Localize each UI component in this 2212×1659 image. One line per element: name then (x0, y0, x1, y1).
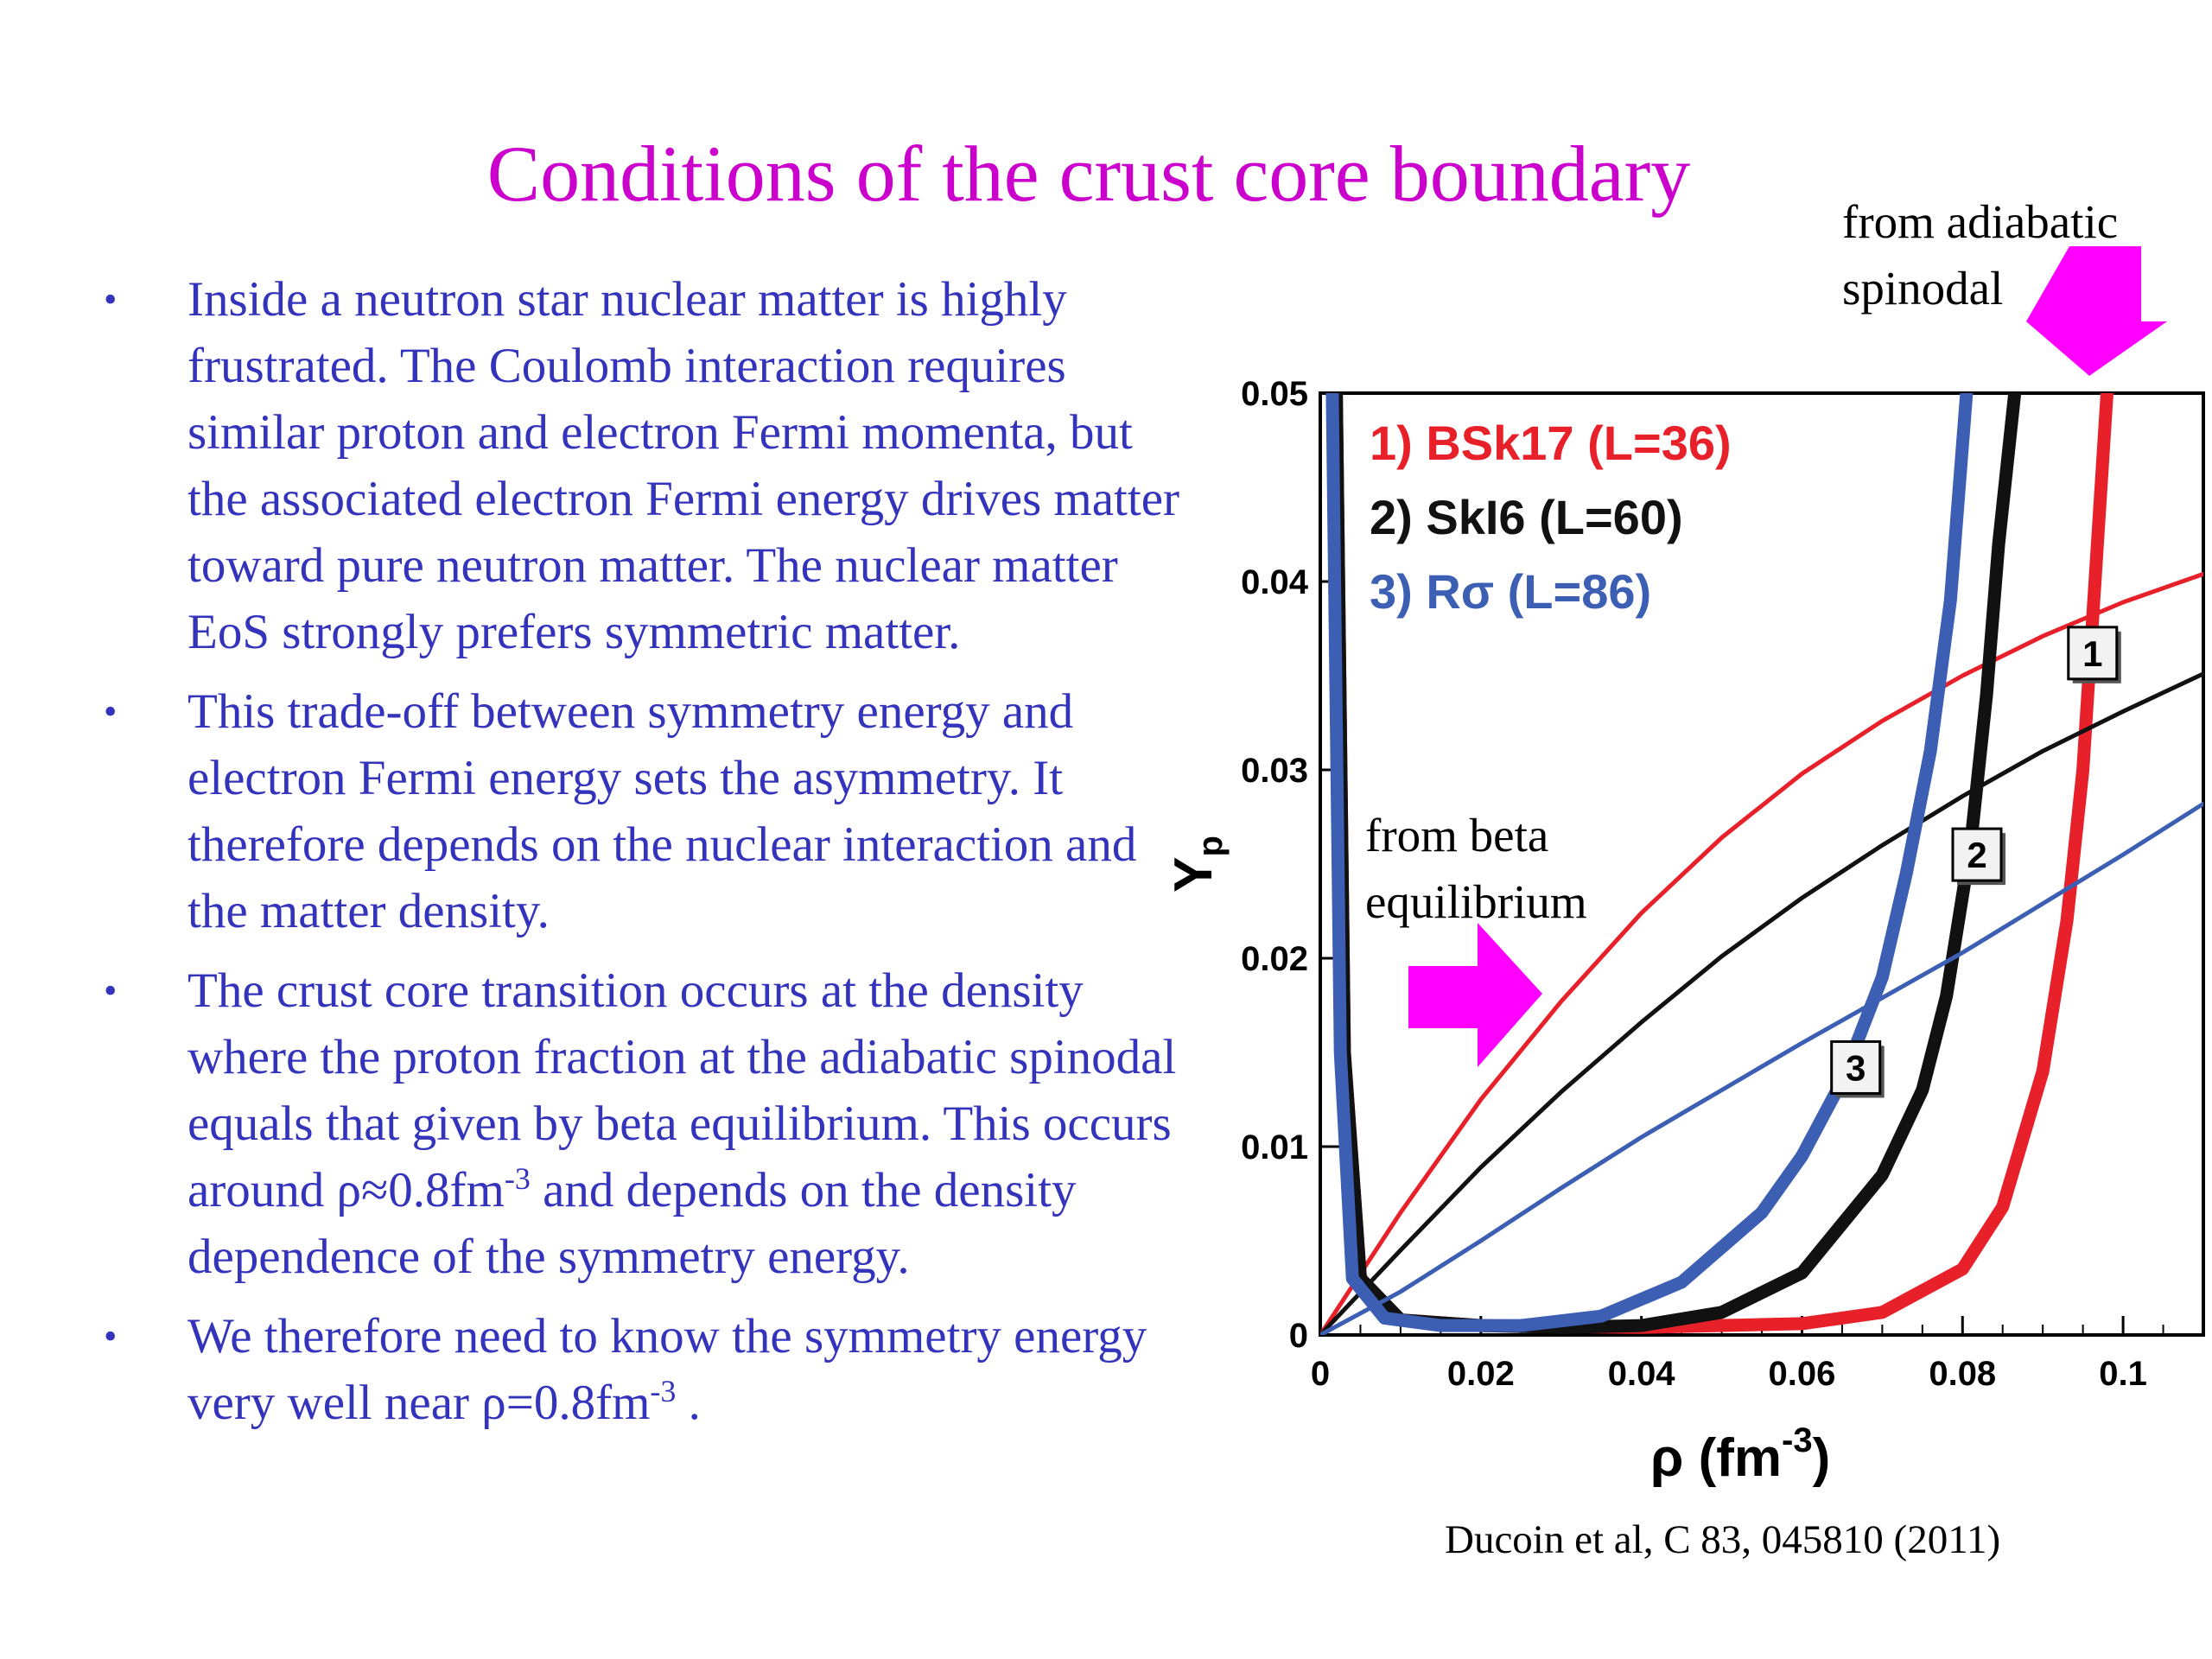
bullet-item: • We therefore need to know the symmetry… (95, 1303, 1184, 1436)
y-tick-label: 0 (1289, 1317, 1308, 1355)
x-tick-label: 0 (1311, 1355, 1330, 1393)
spinodal-line-3 (1325, 393, 1974, 1332)
adiabatic-annotation-line2: spinodal (1842, 262, 2003, 315)
x-tick-label: 0.04 (1608, 1355, 1676, 1393)
slide-title: Conditions of the crust core boundary (486, 130, 1691, 218)
y-tick-label: 0.03 (1241, 752, 1308, 790)
curve-marker-label: 3 (1846, 1047, 1866, 1088)
beta-annotation-line1: from beta (1365, 809, 1548, 861)
bullet-dot: • (104, 278, 118, 321)
x-tick-label: 0.1 (2099, 1355, 2147, 1393)
y-tick-label: 0.02 (1241, 940, 1308, 978)
x-tick-label: 0.02 (1447, 1355, 1515, 1393)
x-axis-title: ρ (fm-3) (1650, 1421, 1830, 1488)
bullet-item: • The crust core transition occurs at th… (95, 957, 1184, 1290)
bullet-item: • Inside a neutron star nuclear matter i… (95, 266, 1184, 665)
legend-item-ski6: 2) SkI6 (L=60) (1370, 490, 1683, 544)
curve-marker-box (2067, 626, 2119, 681)
axes: 0 0.02 0.04 0.06 0.08 0.1 0 0.01 0.02 0.03 0.04 0.0… (1241, 375, 2164, 1393)
citation: Ducoin et al, C 83, 045810 (2011) (1445, 1517, 2001, 1562)
y-tick-label: 0.04 (1241, 563, 1309, 601)
svg-text:Yp: Yp (1164, 836, 1230, 893)
bullet-item: • This trade-off between symmetry energy… (95, 678, 1184, 944)
legend-item-bsk17: 1) BSk17 (L=36) (1370, 416, 1732, 470)
legend: 1) BSk17 (L=36) 2) SkI6 (L=60) 3) Rσ (L=… (1370, 416, 1732, 619)
curve-marker-label: 1 (2082, 633, 2102, 674)
spinodal-line-2 (1330, 393, 2022, 1334)
beta-equilibrium-line-3 (1320, 801, 2203, 1335)
curve-marker-box (1951, 827, 2003, 882)
curves (1320, 393, 2203, 1335)
curve-marker-box (1830, 1039, 1882, 1095)
beta-equilibrium-line-2 (1320, 671, 2203, 1335)
curve-markers: 1 2 3 (1830, 626, 2121, 1098)
y-tick-label: 0.01 (1241, 1128, 1308, 1166)
bullet-dot: • (104, 690, 118, 733)
bullet-dot: • (104, 969, 118, 1012)
plot-frame (1319, 391, 2205, 1337)
y-tick-label: 0.05 (1241, 375, 1308, 413)
beta-arrow-icon (1408, 923, 1542, 1067)
bullet-text: Inside a neutron star nuclear matter is … (188, 272, 1180, 659)
bullet-list: • Inside a neutron star nuclear matter i… (95, 266, 1184, 1449)
bullet-dot: • (104, 1315, 118, 1357)
adiabatic-annotation-line1: from adiabatic (1842, 195, 2118, 248)
x-tick-label: 0.06 (1769, 1355, 1836, 1393)
curve-marker-label: 2 (1967, 835, 1986, 875)
adiabatic-arrow-icon (2026, 246, 2167, 376)
bullet-text: The crust core transition occurs at the … (188, 963, 1177, 1284)
beta-equilibrium-line-1 (1320, 571, 2203, 1335)
beta-annotation-line2: equilibrium (1365, 875, 1587, 928)
x-tick-label: 0.08 (1929, 1355, 1996, 1393)
y-axis-title: Yp (1164, 836, 1230, 893)
legend-item-rsigma: 3) Rσ (L=86) (1370, 564, 1651, 619)
bullet-text: We therefore need to know the symmetry e… (188, 1309, 1147, 1430)
bullet-text: This trade-off between symmetry energy a… (188, 684, 1137, 938)
